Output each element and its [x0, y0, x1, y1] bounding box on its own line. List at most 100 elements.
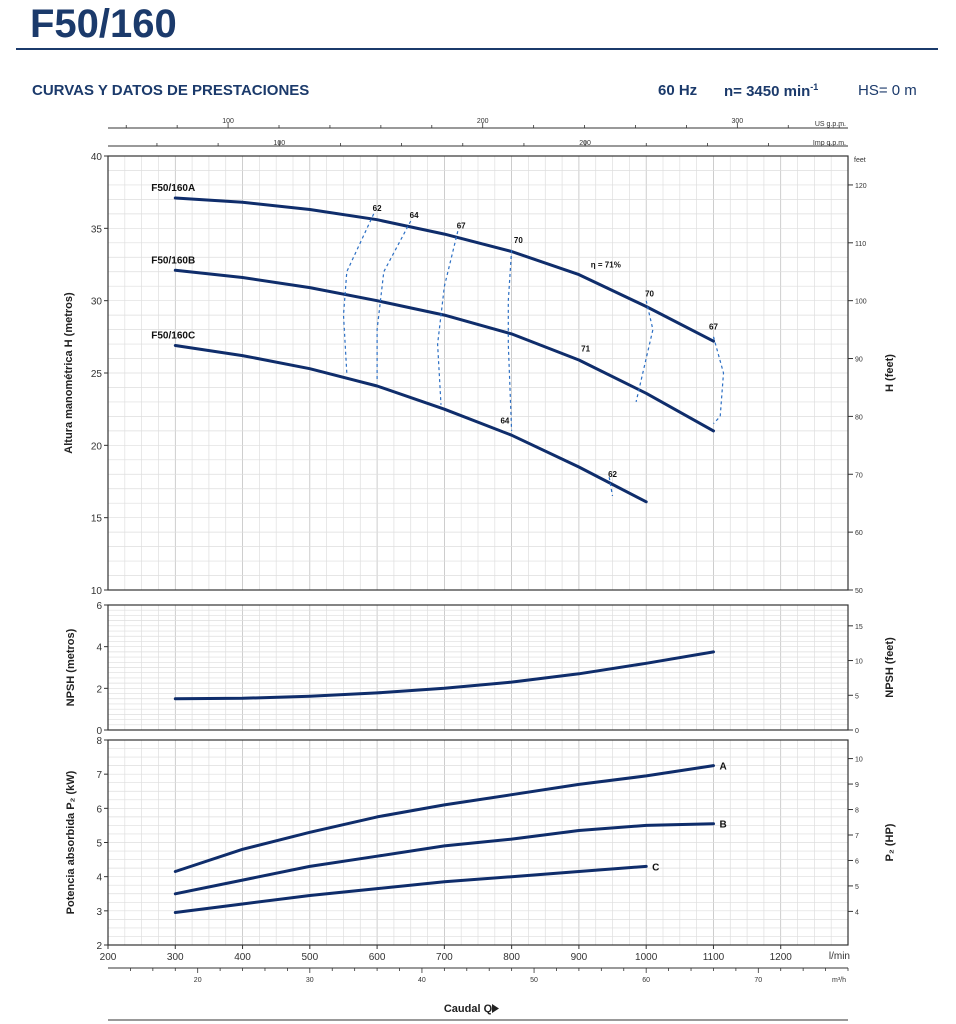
- m3h-tick-label: 20: [194, 977, 202, 984]
- series-label: B: [719, 820, 726, 831]
- x-tick-label: 500: [301, 952, 318, 963]
- efficiency-label: 70: [645, 289, 654, 298]
- y-tick-label: 40: [91, 152, 103, 163]
- usgpm-tick-label: 200: [477, 118, 489, 125]
- section-title: CURVAS Y DATOS DE PRESTACIONES: [32, 82, 310, 99]
- series-label: F50/160A: [151, 183, 195, 194]
- y2-tick-label: 5: [855, 884, 859, 891]
- x-tick-label: 1100: [703, 952, 725, 963]
- y2-tick-label: 60: [855, 530, 863, 537]
- m3h-tick-label: 60: [642, 977, 650, 984]
- series-label: F50/160B: [151, 255, 195, 266]
- m3h-tick-label: 50: [530, 977, 538, 984]
- y-axis-title: Potencia absorbida P₂ (kW): [65, 770, 77, 914]
- y2-tick-label: 100: [855, 299, 867, 306]
- y2-tick-label: 80: [855, 414, 863, 421]
- y-tick-label: 4: [96, 873, 102, 884]
- series-line: [173, 764, 715, 873]
- y-tick-label: 6: [96, 601, 102, 612]
- speed-text: n= 3450 min: [724, 83, 811, 100]
- efficiency-isoline: [608, 477, 614, 497]
- x-tick-label: 700: [436, 952, 453, 963]
- panel-frame: [107, 604, 849, 731]
- m3h-tick-label: 30: [306, 977, 314, 984]
- title-rule: [16, 48, 938, 50]
- series-label: F50/160C: [151, 331, 195, 342]
- y2-tick-label: 6: [855, 858, 859, 865]
- y-tick-label: 5: [96, 839, 102, 850]
- y-tick-label: 2: [96, 941, 102, 952]
- m3h-tick-label: 40: [418, 977, 426, 984]
- speed-label: n= 3450 min-1: [724, 82, 818, 100]
- y-tick-label: 3: [96, 907, 102, 918]
- efficiency-isoline: [376, 220, 412, 381]
- efficiency-label: 67: [457, 221, 466, 230]
- y2-tick-label: 5: [855, 693, 859, 700]
- y-axis-title: NPSH (metros): [65, 628, 77, 706]
- y-tick-label: 20: [91, 441, 103, 452]
- y2-tick-label: 110: [855, 241, 866, 248]
- efficiency-isoline: [712, 336, 725, 425]
- efficiency-isoline: [342, 213, 375, 374]
- series-line: [173, 650, 715, 701]
- y2-tick-label: 7: [855, 833, 859, 840]
- series-line: [173, 822, 715, 896]
- usgpm-tick-label: 300: [731, 118, 743, 125]
- y2-tick-label: 4: [855, 909, 859, 916]
- series-line: [173, 268, 715, 433]
- y2-tick-label: 90: [855, 357, 863, 364]
- speed-exponent: -1: [810, 82, 819, 92]
- x-unit: l/min: [829, 951, 850, 962]
- y-tick-label: 35: [91, 224, 103, 235]
- x-axis-title: Caudal Q: [444, 1003, 493, 1015]
- series-line: [173, 864, 648, 914]
- m3h-tick-label: 70: [754, 977, 762, 984]
- series-line: [173, 196, 715, 343]
- y-tick-label: 2: [96, 684, 102, 695]
- series-label: C: [652, 862, 659, 873]
- suction-height-label: HS= 0 m: [858, 82, 917, 99]
- x-tick-label: 600: [369, 952, 386, 963]
- y2-axis-title: NPSH (feet): [884, 637, 896, 698]
- impgpm-tick-label: 200: [579, 140, 591, 147]
- page-title: F50/160: [30, 2, 177, 46]
- efficiency-label: 70: [514, 236, 523, 245]
- x-tick-label: 400: [234, 952, 251, 963]
- usgpm-tick-label: 100: [222, 118, 234, 125]
- efficiency-label: 64: [410, 211, 419, 220]
- x-tick-label: 200: [100, 952, 117, 963]
- y2-tick-label: 70: [855, 472, 863, 479]
- x-tick-label: 800: [503, 952, 520, 963]
- y-tick-label: 15: [91, 514, 103, 525]
- y-tick-label: 8: [96, 736, 102, 747]
- y-tick-label: 6: [96, 804, 102, 815]
- x-tick-label: 300: [167, 952, 184, 963]
- efficiency-label: 62: [373, 204, 382, 213]
- efficiency-label: 64: [500, 417, 509, 426]
- efficiency-label: 62: [608, 470, 617, 479]
- y2-tick-label: 15: [855, 624, 863, 631]
- y-tick-label: 10: [91, 586, 103, 597]
- y2-tick-label: 8: [855, 808, 859, 815]
- y2-tick-label: 50: [855, 588, 863, 595]
- y-tick-label: 7: [96, 770, 102, 781]
- series-line: [173, 344, 648, 504]
- m3h-unit: m³/h: [832, 977, 846, 984]
- series-label: A: [719, 762, 726, 773]
- y2-tick-label: 9: [855, 782, 859, 789]
- y2-tick-label: 0: [855, 728, 859, 735]
- efficiency-isoline: [507, 249, 513, 431]
- impgpm-tick-label: 100: [273, 140, 285, 147]
- impgpm-unit: Imp g.p.m.: [813, 140, 846, 147]
- x-tick-label: 1200: [770, 952, 793, 963]
- y-tick-label: 30: [91, 297, 103, 308]
- x-axis-arrow-icon: [492, 1004, 499, 1013]
- usgpm-unit: US g.p.m.: [815, 121, 846, 128]
- x-tick-label: 900: [571, 952, 588, 963]
- efficiency-label: η = 71%: [591, 260, 621, 269]
- y2-axis-title: P₂ (HP): [884, 823, 896, 861]
- y-tick-label: 25: [91, 369, 103, 380]
- efficiency-label: 71: [581, 344, 590, 353]
- efficiency-label: 67: [709, 323, 718, 332]
